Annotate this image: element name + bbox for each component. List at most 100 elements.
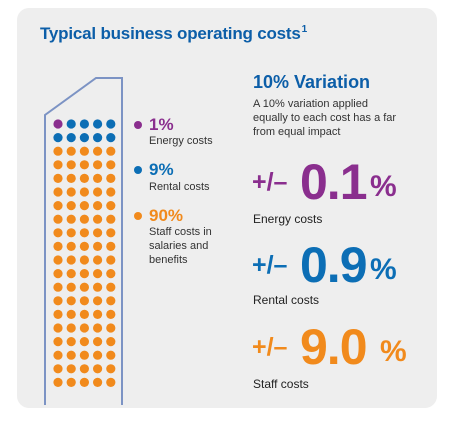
dot-staff [79,173,89,183]
dot-staff [93,323,103,333]
dot-staff [53,228,63,238]
dot-staff [79,255,89,265]
dot-staff [53,282,63,292]
dot-staff [79,377,89,387]
dot-staff [53,296,63,306]
variation-description-line3: from equal impact [253,126,341,138]
legend-label-rental: Rental costs [149,181,210,193]
dot-rental [66,133,76,143]
dot-staff [93,296,103,306]
page-title: Typical business operating costs1 [40,24,308,43]
rental-prefix: +/– [252,251,288,279]
legend-label-energy: Energy costs [149,135,213,147]
dot-staff [66,364,76,374]
building-dots [53,119,116,387]
dot-staff [106,241,116,251]
legend-label-staff-line3: benefits [149,254,188,266]
dot-energy [53,119,63,129]
dot-staff [53,377,63,387]
dot-staff [53,337,63,347]
legend-pct-energy: 1% [149,115,174,134]
dot-staff [106,146,116,156]
dot-staff [93,309,103,319]
dot-staff [93,146,103,156]
dot-staff [66,214,76,224]
dot-staff [53,350,63,360]
dot-staff [79,241,89,251]
dot-staff [66,350,76,360]
dot-staff [79,160,89,170]
dot-rental [106,133,116,143]
legend-dot-rental [134,166,142,174]
dot-staff [93,187,103,197]
dot-rental [79,119,89,129]
legend-dot-staff [134,212,142,220]
dot-staff [93,377,103,387]
dot-rental [79,133,89,143]
variation-description-line2: equally to each cost has a far [253,112,397,124]
dot-staff [93,350,103,360]
dot-staff [93,160,103,170]
dot-staff [106,323,116,333]
dot-staff [66,282,76,292]
energy-unit: % [370,170,397,203]
dot-staff [79,337,89,347]
dot-staff [93,364,103,374]
dot-staff [53,309,63,319]
dot-staff [106,201,116,211]
dot-staff [53,269,63,279]
dot-staff [106,187,116,197]
dot-staff [53,146,63,156]
dot-staff [53,241,63,251]
legend-pct-staff: 90% [149,206,184,225]
dot-staff [79,187,89,197]
legend-label-staff-line2: salaries and [149,240,209,252]
dot-staff [79,214,89,224]
dot-staff [106,160,116,170]
dot-staff [93,255,103,265]
energy-label: Energy costs [253,212,323,226]
dot-staff [79,323,89,333]
dot-staff [79,228,89,238]
dot-staff [106,282,116,292]
dot-staff [66,309,76,319]
staff-label: Staff costs [253,377,309,391]
dot-rental [106,119,116,129]
dot-staff [93,337,103,347]
energy-prefix: +/– [252,168,288,196]
dot-staff [93,241,103,251]
dot-staff [93,201,103,211]
dot-staff [79,350,89,360]
legend-label-staff-line1: Staff costs in [149,226,212,238]
dot-rental [93,133,103,143]
variation-description: A 10% variation applied equally to each … [253,97,413,139]
dot-staff [53,173,63,183]
staff-value: 9.0 [300,319,368,375]
dot-staff [93,269,103,279]
legend-dot-energy [134,121,142,129]
dot-staff [106,228,116,238]
dot-staff [66,323,76,333]
dot-staff [106,337,116,347]
dot-staff [66,337,76,347]
dot-staff [93,228,103,238]
dot-staff [106,173,116,183]
dot-staff [93,282,103,292]
dot-staff [53,364,63,374]
dot-staff [53,187,63,197]
dot-staff [93,214,103,224]
dot-staff [53,160,63,170]
dot-rental [66,119,76,129]
dot-staff [79,364,89,374]
dot-staff [106,309,116,319]
staff-prefix: +/– [252,333,288,361]
dot-staff [79,201,89,211]
dot-staff [66,255,76,265]
dot-staff [106,377,116,387]
dot-staff [66,187,76,197]
title-footnote: 1 [301,24,308,36]
variation-description-line1: A 10% variation applied [253,98,368,110]
dot-rental [93,119,103,129]
dot-staff [79,146,89,156]
dot-staff [106,296,116,306]
